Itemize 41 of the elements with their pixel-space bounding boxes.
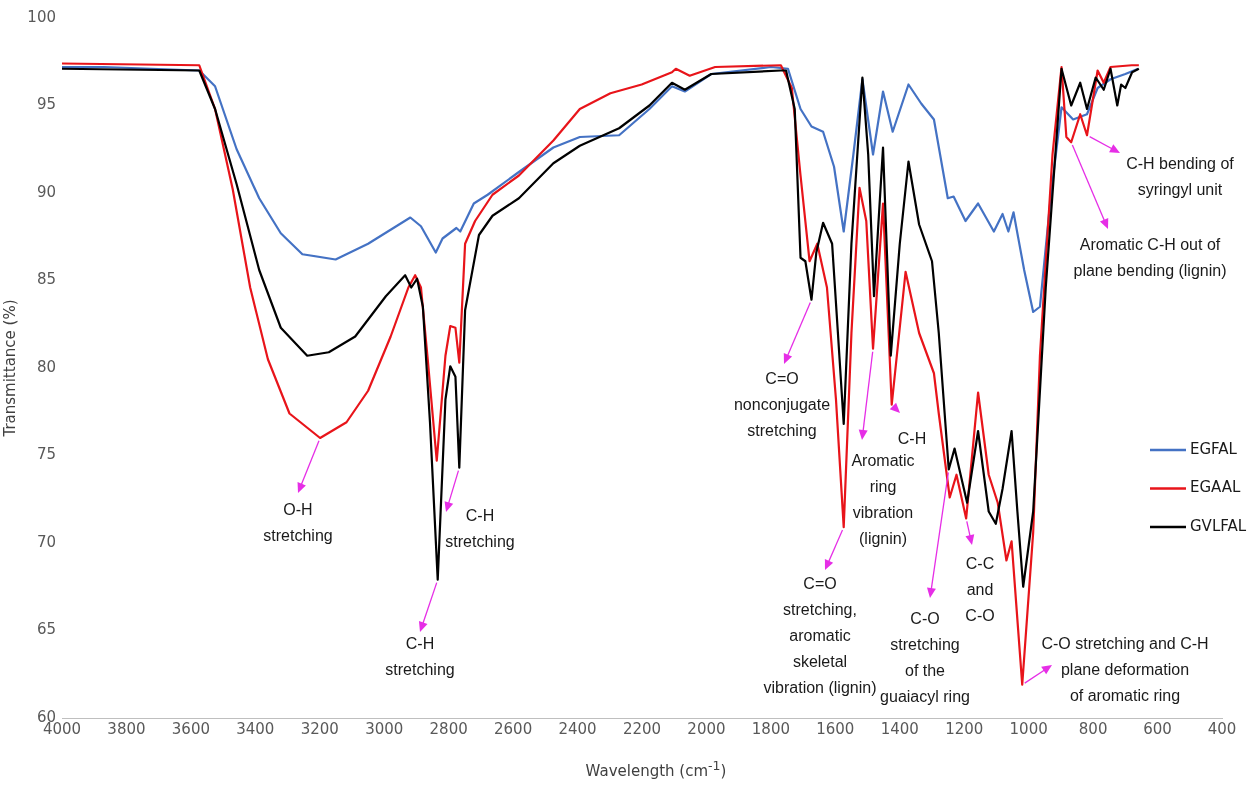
annotation: C-H	[897, 430, 927, 448]
x-tick-label: 1800	[751, 719, 790, 738]
annotation: C-H stretching	[385, 635, 455, 679]
x-tick-label: 3800	[107, 719, 146, 738]
x-tick-label: 2600	[494, 719, 533, 738]
x-tick-label: 1200	[945, 719, 984, 738]
y-tick-label: 90	[36, 182, 56, 201]
annotation: Aromatic ring vibration (lignin)	[851, 452, 915, 548]
x-tick-label: 800	[1078, 719, 1108, 738]
y-tick-label: 65	[36, 620, 56, 639]
annotation: C=O nonconjugate stretching	[733, 370, 831, 440]
y-tick-label: 70	[36, 532, 56, 551]
x-tick-label: 2200	[622, 719, 662, 738]
legend-label: EGFAL	[1190, 439, 1238, 458]
annotation: C-O stretching and C-H plane deformation of aromatic ring	[1041, 635, 1209, 705]
y-tick-label: 100	[27, 7, 56, 26]
x-tick-label: 2400	[558, 719, 597, 738]
y-tick-label: 95	[36, 95, 56, 114]
x-tick-label: 3600	[171, 719, 210, 738]
annotation: C-H stretching	[445, 507, 515, 551]
x-tick-label: 400	[1207, 719, 1237, 738]
y-tick-label: 80	[36, 357, 56, 376]
x-tick-label: 1000	[1009, 719, 1048, 738]
annotation: Aromatic C-H out of plane bending (lignin)	[1073, 236, 1227, 280]
annotation: C=O stretching, aromatic skeletal vibration (lignin)	[763, 575, 877, 697]
x-tick-label: 600	[1143, 719, 1172, 738]
x-tick-label: 1600	[816, 719, 855, 738]
x-tick-label: 2800	[429, 719, 468, 738]
annotation: O-H stretching	[263, 501, 333, 545]
legend-label: GVLFAL	[1190, 516, 1247, 535]
x-tick-label: 3000	[365, 719, 404, 738]
legend-label: EGAAL	[1190, 478, 1242, 497]
x-axis-title: Wavelength (cm$^{-1}$)	[584, 758, 728, 780]
x-tick-label: 3200	[300, 719, 339, 738]
y-tick-label: 85	[36, 270, 56, 289]
y-axis-title: Transmittance (%)	[0, 299, 19, 438]
y-tick-label: 75	[36, 445, 56, 464]
x-tick-label: 2000	[687, 719, 726, 738]
annotation: C-H bending of syringyl unit	[1126, 155, 1235, 199]
x-tick-label: 1400	[880, 719, 919, 738]
x-tick-label: 3400	[236, 719, 275, 738]
